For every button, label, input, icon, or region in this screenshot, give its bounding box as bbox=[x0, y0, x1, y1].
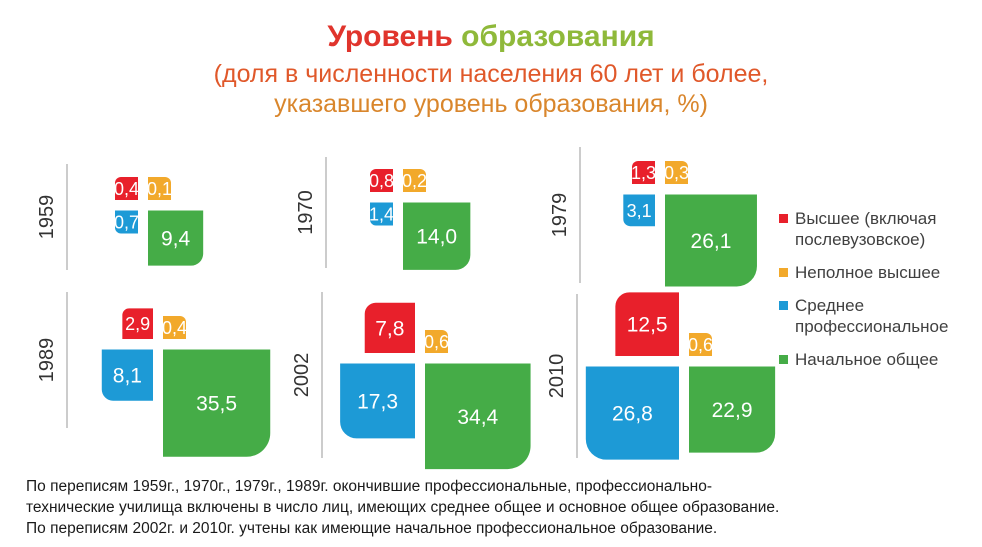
year-label-2010: 2010 bbox=[546, 354, 568, 399]
value-label-1989-secondary-professional: 8,1 bbox=[113, 365, 142, 388]
value-label-2002-primary-general: 34,4 bbox=[457, 406, 498, 429]
legend-item-incomplete-higher: Неполное высшее bbox=[779, 262, 979, 283]
year-label-1989: 1989 bbox=[36, 338, 58, 383]
value-label-1989-primary-general: 35,5 bbox=[196, 393, 237, 416]
bar-1989-incomplete-higher bbox=[163, 316, 186, 339]
value-label-1959-primary-general: 9,4 bbox=[161, 228, 191, 251]
value-label-2002-incomplete-higher: 0,6 bbox=[424, 332, 449, 352]
legend-item-secondary-professional: Среднее профессиональное bbox=[779, 295, 979, 337]
value-label-1970-primary-general: 14,0 bbox=[416, 226, 457, 249]
value-label-1979-primary-general: 26,1 bbox=[691, 230, 732, 253]
legend-swatch-higher bbox=[779, 214, 788, 223]
legend-label-primary-general: Начальное общее bbox=[795, 350, 939, 369]
footnote-line-2: технические училища включены в число лиц… bbox=[26, 499, 780, 516]
legend-swatch-primary-general bbox=[779, 355, 788, 364]
bar-1959-higher bbox=[115, 177, 138, 200]
legend-label-incomplete-higher: Неполное высшее bbox=[795, 263, 941, 282]
year-label-1959: 1959 bbox=[36, 195, 58, 240]
bar-1970-secondary-professional bbox=[370, 202, 393, 226]
chart-subtitle-line-2: указавшего уровень образования, %) bbox=[274, 90, 708, 118]
bar-1959-incomplete-higher bbox=[148, 177, 171, 200]
value-label-1989-higher: 2,9 bbox=[125, 314, 150, 334]
value-label-2010-primary-general: 22,9 bbox=[712, 399, 753, 422]
value-label-1970-incomplete-higher: 0,2 bbox=[402, 171, 427, 191]
bar-1970-primary-general bbox=[403, 202, 471, 270]
legend-swatch-secondary-professional bbox=[779, 301, 788, 310]
value-label-1959-higher: 0,4 bbox=[114, 179, 139, 199]
bar-2002-secondary-professional bbox=[340, 363, 415, 439]
bar-1979-higher bbox=[632, 161, 655, 184]
chart-subtitle-line-1: (доля в численности населения 60 лет и б… bbox=[213, 60, 769, 88]
footnotes: По переписям 1959г., 1970г., 1979г., 198… bbox=[26, 476, 966, 539]
bar-1979-incomplete-higher bbox=[665, 161, 688, 184]
legend-item-higher: Высшее (включая послевузовское) bbox=[779, 208, 979, 250]
bar-1959-primary-general bbox=[148, 210, 204, 266]
bar-1959-secondary-professional bbox=[115, 210, 138, 234]
value-label-2010-secondary-professional: 26,8 bbox=[612, 403, 653, 426]
chart-title: Уровень образования bbox=[0, 20, 982, 54]
chart-title-word-1: Уровень bbox=[327, 20, 453, 53]
value-label-1979-higher: 1,3 bbox=[631, 163, 656, 183]
value-label-2010-higher: 12,5 bbox=[627, 314, 668, 337]
legend-label-higher-line-2: послевузовское) bbox=[795, 230, 926, 249]
footnote-line-3: По переписям 2002г. и 2010г. учтены как … bbox=[26, 520, 718, 537]
value-label-1959-incomplete-higher: 0,1 bbox=[147, 179, 172, 199]
bar-1970-incomplete-higher bbox=[403, 169, 426, 192]
chart-title-word-2: образования bbox=[461, 20, 655, 53]
bar-1979-primary-general bbox=[665, 194, 757, 287]
value-label-1989-incomplete-higher: 0,4 bbox=[162, 318, 187, 338]
bar-2002-primary-general bbox=[425, 363, 531, 470]
value-label-2002-secondary-professional: 17,3 bbox=[357, 390, 398, 413]
value-label-1959-secondary-professional: 0,7 bbox=[114, 212, 139, 232]
bar-2010-secondary-professional bbox=[585, 366, 679, 460]
value-label-1970-secondary-professional: 1,4 bbox=[369, 204, 394, 224]
value-label-2010-incomplete-higher: 0,6 bbox=[688, 335, 713, 355]
legend-label-higher-line-1: Высшее (включая bbox=[795, 209, 937, 228]
value-label-2002-higher: 7,8 bbox=[375, 317, 404, 340]
bar-2010-incomplete-higher bbox=[689, 333, 712, 356]
year-label-2002: 2002 bbox=[291, 353, 313, 398]
bar-2010-primary-general bbox=[689, 366, 776, 453]
legend-label-secondary-professional-line-1: Среднее bbox=[795, 296, 865, 315]
legend: Высшее (включая послевузовское) Неполное… bbox=[779, 208, 979, 382]
bar-1989-higher bbox=[122, 308, 153, 339]
legend-label-secondary-professional-line-2: профессиональное bbox=[795, 317, 949, 336]
year-label-1970: 1970 bbox=[295, 190, 317, 235]
value-label-1979-incomplete-higher: 0,3 bbox=[664, 163, 689, 183]
bar-1989-secondary-professional bbox=[101, 349, 153, 401]
bar-2002-higher bbox=[364, 302, 415, 353]
bar-1989-primary-general bbox=[163, 349, 271, 457]
value-label-1979-secondary-professional: 3,1 bbox=[627, 201, 652, 221]
legend-item-primary-general: Начальное общее bbox=[779, 349, 979, 370]
bar-1970-higher bbox=[370, 169, 393, 192]
year-label-1979: 1979 bbox=[549, 193, 571, 238]
legend-swatch-incomplete-higher bbox=[779, 268, 788, 277]
footnote-line-1: По переписям 1959г., 1970г., 1979г., 198… bbox=[26, 478, 713, 495]
bar-1979-secondary-professional bbox=[623, 194, 655, 227]
bar-2010-higher bbox=[615, 292, 679, 356]
bar-2002-incomplete-higher bbox=[425, 330, 448, 353]
value-label-1970-higher: 0,8 bbox=[369, 171, 394, 191]
